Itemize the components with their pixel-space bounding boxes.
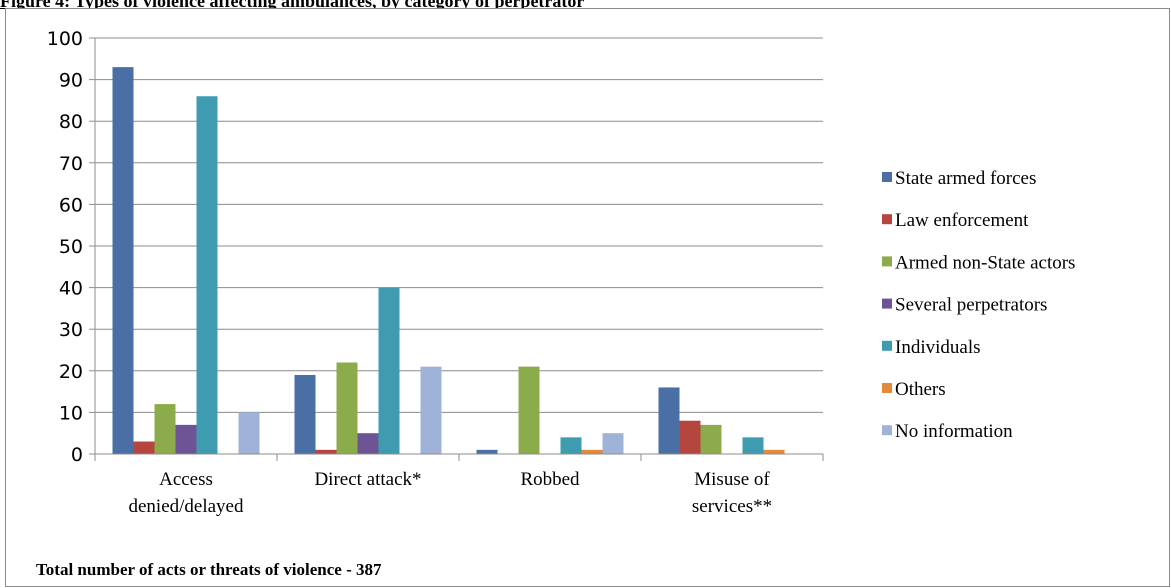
legend-label: State armed forces bbox=[895, 168, 1036, 189]
legend: State armed forces Law enforcement Armed n… bbox=[882, 168, 1075, 442]
bar bbox=[133, 441, 155, 454]
bar bbox=[175, 424, 197, 454]
figure-label: Figure 4 bbox=[0, 0, 65, 11]
bar bbox=[112, 67, 134, 455]
bar bbox=[763, 449, 785, 454]
bar bbox=[658, 387, 680, 454]
y-axis-ticks: 0 10 20 30 40 50 60 70 80 90 100 bbox=[47, 28, 95, 466]
bar bbox=[420, 366, 442, 454]
legend-label: No information bbox=[895, 421, 1013, 442]
bar bbox=[357, 433, 379, 454]
legend-label: Individuals bbox=[895, 337, 981, 358]
legend-swatch bbox=[882, 340, 892, 351]
legend-label: Armed non-State actors bbox=[895, 252, 1075, 273]
x-category-label: Direct attack* bbox=[314, 469, 421, 490]
bar bbox=[602, 433, 624, 454]
legend-swatch bbox=[882, 383, 892, 393]
y-tick-label: 80 bbox=[59, 111, 83, 133]
legend-swatch bbox=[882, 256, 892, 267]
y-tick-label: 90 bbox=[59, 70, 83, 92]
y-tick-label: 50 bbox=[59, 236, 83, 258]
legend-swatch bbox=[882, 425, 892, 436]
x-category-label: services** bbox=[692, 496, 772, 517]
y-tick-label: 70 bbox=[59, 153, 83, 175]
legend-label: Several perpetrators bbox=[895, 295, 1047, 316]
bar bbox=[518, 366, 540, 454]
y-tick-label: 0 bbox=[71, 444, 83, 466]
legend-label: Law enforcement bbox=[895, 210, 1029, 231]
legend-swatch bbox=[882, 172, 892, 182]
legend-swatch bbox=[882, 298, 892, 309]
bar bbox=[581, 449, 603, 454]
x-category-label: denied/delayed bbox=[128, 496, 244, 517]
y-tick-label: 60 bbox=[59, 194, 83, 216]
bar bbox=[154, 404, 176, 454]
x-axis bbox=[94, 38, 824, 461]
x-category-label: Misuse of bbox=[694, 469, 770, 490]
bar bbox=[378, 287, 400, 454]
legend-swatch bbox=[882, 214, 892, 225]
bar bbox=[700, 424, 722, 454]
bars bbox=[112, 67, 785, 455]
bar bbox=[294, 374, 316, 454]
y-tick-label: 10 bbox=[59, 402, 83, 424]
bar bbox=[238, 412, 260, 454]
bar bbox=[476, 449, 498, 454]
figure-title: Figure 4: Types of violence affecting am… bbox=[0, 0, 1171, 11]
y-tick-label: 20 bbox=[59, 361, 83, 383]
x-axis-categories: Access denied/delayed Direct attack* Robbed… bbox=[128, 469, 772, 517]
x-category-label: Robbed bbox=[520, 469, 580, 490]
bar bbox=[315, 449, 337, 454]
bar bbox=[560, 437, 582, 454]
bar bbox=[196, 96, 218, 455]
legend-label: Others bbox=[895, 379, 946, 400]
footnote: Total number of acts or threats of viole… bbox=[36, 560, 382, 579]
x-category-label: Access bbox=[159, 469, 213, 490]
bar bbox=[336, 362, 358, 454]
y-tick-label: 40 bbox=[59, 278, 83, 300]
bar bbox=[679, 420, 701, 454]
y-tick-label: 30 bbox=[59, 319, 83, 341]
figure-title-text: : Types of violence affecting ambulances… bbox=[64, 0, 585, 11]
bar bbox=[742, 437, 764, 454]
y-tick-label: 100 bbox=[47, 28, 83, 50]
